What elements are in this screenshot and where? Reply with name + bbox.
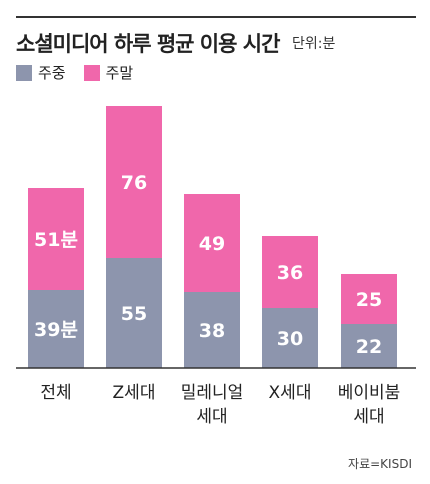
bar-weekday-1 (106, 258, 162, 368)
bar-weekday-0 (28, 290, 84, 368)
category-label-line: 베이비붐 (338, 383, 401, 403)
bar-weekend-4 (341, 274, 397, 324)
data-label-weekday-4: 22 (356, 336, 382, 358)
data-label-weekend-2: 49 (199, 233, 225, 255)
category-label-1: Z세대 (113, 383, 156, 403)
bar-weekend-3 (262, 236, 318, 308)
category-label-line: 세대 (353, 407, 384, 427)
legend-item-weekend: 주말 (83, 62, 134, 83)
source-note: 자료=KISDI (348, 457, 412, 471)
category-label-0: 전체 (40, 383, 71, 403)
legend-item-weekday: 주중 (16, 62, 66, 83)
data-label-weekday-1: 55 (121, 303, 147, 325)
legend: 주중 주말 (16, 62, 151, 83)
category-label-line: 세대 (196, 407, 227, 427)
chart-title: 소셜미디어 하루 평균 이용 시간 (16, 32, 280, 56)
data-label-weekend-4: 25 (356, 289, 382, 311)
data-label-weekend-3: 36 (277, 262, 303, 284)
data-label-weekend-1: 76 (121, 172, 147, 194)
bar-weekend-2 (184, 194, 240, 292)
legend-swatch-weekday (16, 64, 32, 81)
category-label-line: Z세대 (113, 383, 156, 403)
legend-swatch-weekend (83, 64, 100, 81)
category-label-line: 밀레니얼 (181, 383, 244, 403)
data-label-weekend-0: 51분 (34, 229, 78, 251)
legend-label-weekend: 주말 (105, 64, 134, 82)
data-label-weekday-2: 38 (199, 320, 225, 342)
category-label-line: 전체 (40, 383, 71, 403)
bar-weekday-3 (262, 308, 318, 368)
unit-label: 단위:분 (292, 36, 336, 52)
category-label-line: X세대 (269, 383, 312, 403)
bar-weekend-1 (106, 106, 162, 258)
bar-weekend-0 (28, 188, 84, 290)
data-label-weekday-0: 39분 (34, 319, 78, 341)
category-label-3: X세대 (269, 383, 312, 403)
top-rule (16, 16, 416, 18)
legend-label-weekday: 주중 (38, 64, 66, 82)
bar-weekday-4 (341, 324, 397, 368)
data-label-weekday-3: 30 (277, 328, 303, 350)
bar-weekday-2 (184, 292, 240, 368)
